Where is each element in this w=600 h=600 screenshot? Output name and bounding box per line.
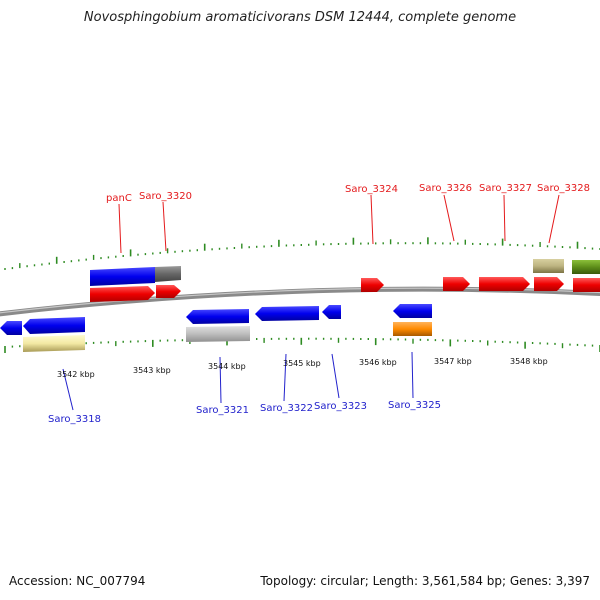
label-saro-3327[interactable]: Saro_3327 xyxy=(479,183,532,194)
reverse-label-leaders xyxy=(62,351,414,411)
label-saro-3322[interactable]: Saro_3322 xyxy=(260,403,313,414)
gene-khaki-olive-box xyxy=(572,260,600,274)
cds-edge-left xyxy=(0,321,22,335)
cds-saro-3323 xyxy=(322,305,341,319)
label-panC[interactable]: panC xyxy=(106,193,132,204)
cds-saro-3326 xyxy=(443,277,470,291)
gene-saro-3325-box xyxy=(393,322,432,336)
label-saro-3326[interactable]: Saro_3326 xyxy=(419,183,472,194)
gene-saro-3328-box xyxy=(533,259,564,273)
label-saro-3318[interactable]: Saro_3318 xyxy=(48,414,101,425)
reverse-scale-ticks xyxy=(4,337,600,353)
cds-saro-3328 xyxy=(534,277,564,291)
cds-saro-3321 xyxy=(186,309,249,324)
topology-text: Topology: circular; Length: 3,561,584 bp… xyxy=(260,574,590,588)
label-saro-3323[interactable]: Saro_3323 xyxy=(314,401,367,412)
cds-panC xyxy=(90,286,155,302)
cds-saro-3325 xyxy=(393,304,432,318)
gene-saro-3318-box xyxy=(23,335,85,352)
cds-saro-3324 xyxy=(361,278,384,292)
label-saro-3320[interactable]: Saro_3320 xyxy=(139,191,192,202)
cds-edge-right xyxy=(573,278,600,292)
scale-label-3542: 3542 kbp xyxy=(57,370,95,379)
scale-label-3543: 3543 kbp xyxy=(133,366,171,375)
label-saro-3324[interactable]: Saro_3324 xyxy=(345,184,398,195)
gene-panC-box xyxy=(90,267,155,286)
map-title: Novosphingobium aromaticivorans DSM 1244… xyxy=(83,10,517,25)
forward-label-leaders xyxy=(118,194,560,254)
scale-label-3548: 3548 kbp xyxy=(510,357,548,366)
scale-label-3545: 3545 kbp xyxy=(283,359,321,368)
label-saro-3328[interactable]: Saro_3328 xyxy=(537,183,590,194)
cds-saro-3318 xyxy=(23,317,85,334)
scale-label-3544: 3544 kbp xyxy=(208,362,246,371)
gene-saro-3321-box xyxy=(186,326,250,342)
cds-saro-3327 xyxy=(479,277,530,291)
label-saro-3321[interactable]: Saro_3321 xyxy=(196,405,249,416)
scale-label-3547: 3547 kbp xyxy=(434,357,472,366)
gene-saro-3320-box xyxy=(155,266,181,282)
cds-saro-3320 xyxy=(156,285,181,298)
cds-saro-3322 xyxy=(255,306,319,321)
scale-label-3546: 3546 kbp xyxy=(359,358,397,367)
forward-scale-ticks xyxy=(4,237,600,270)
label-saro-3325[interactable]: Saro_3325 xyxy=(388,400,441,411)
accession-text: Accession: NC_007794 xyxy=(9,574,146,588)
